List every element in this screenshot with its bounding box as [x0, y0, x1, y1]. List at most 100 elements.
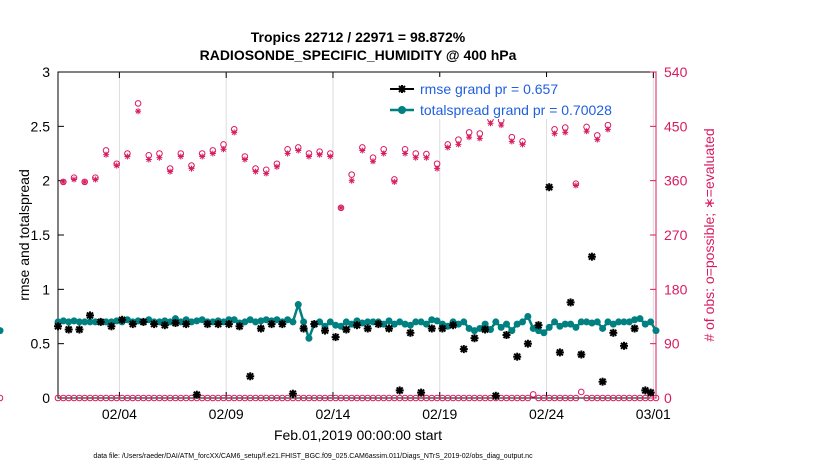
- rmse-point: [449, 321, 458, 330]
- x-tick-label: 02/24: [529, 406, 564, 422]
- totalspread-point: [65, 318, 73, 326]
- totalspread-point: [241, 318, 249, 326]
- totalspread-point: [81, 318, 89, 326]
- obs-evaluated-point: [60, 178, 67, 185]
- y2-axis-label: # of obs: o=possible; ∗=evaluated: [701, 128, 717, 341]
- chart-title: Tropics 22712 / 22971 = 98.872%: [251, 29, 466, 45]
- rmse-point: [587, 252, 596, 261]
- rmse-point: [545, 183, 554, 192]
- obs-evaluated-point: [562, 129, 569, 136]
- obs-evaluated-point: [156, 154, 163, 161]
- obs-evaluated-point: [359, 147, 366, 154]
- obs-evaluated-point: [487, 120, 494, 127]
- totalspread-point: [625, 318, 633, 326]
- obs-evaluated-point: [348, 177, 355, 184]
- totalspread-point: [246, 316, 254, 324]
- totalspread-point: [577, 318, 585, 326]
- obs-bottom-point: [529, 391, 537, 398]
- totalspread-point: [551, 318, 559, 326]
- legend-spread-label: totalspread grand pr = 0.70028: [420, 102, 612, 118]
- obs-evaluated-point: [231, 129, 238, 136]
- totalspread-point: [252, 318, 260, 326]
- totalspread-point: [412, 318, 420, 326]
- obs-evaluated-point: [263, 170, 270, 177]
- rmse-point: [96, 317, 105, 326]
- rmse-point: [75, 325, 84, 334]
- obs-evaluated-point: [402, 150, 409, 157]
- totalspread-point: [123, 316, 131, 324]
- y-tick-label: 0: [42, 390, 50, 406]
- rmse-point: [128, 320, 137, 329]
- y2-tick-label: 360: [664, 173, 688, 189]
- obs-bottom-point: [577, 388, 585, 396]
- obs-evaluated-point: [124, 153, 131, 160]
- totalspread-point: [620, 318, 628, 326]
- y2-tick-label: 450: [664, 118, 688, 134]
- totalspread-point: [486, 326, 494, 334]
- obs-evaluated-point: [316, 151, 323, 158]
- y-tick-label: 2: [42, 173, 50, 189]
- rmse-point: [139, 317, 148, 326]
- totalspread-point: [561, 320, 569, 328]
- rmse-point: [491, 391, 500, 400]
- obs-bottom-point: [524, 394, 532, 402]
- obs-evaluated-point: [113, 162, 120, 169]
- obs-evaluated-point: [604, 126, 611, 133]
- obs-evaluated-point: [412, 154, 419, 161]
- totalspread-point: [326, 318, 334, 326]
- x-tick-label: 02/09: [209, 406, 244, 422]
- obs-evaluated-point: [423, 154, 430, 161]
- totalspread-point: [583, 318, 591, 326]
- totalspread-point: [75, 318, 83, 326]
- rmse-point: [406, 328, 415, 337]
- rmse-point: [64, 325, 73, 334]
- obs-evaluated-point: [338, 204, 344, 211]
- totalspread-point: [492, 318, 500, 326]
- totalspread-point: [86, 318, 94, 326]
- x-axis-label: Feb.01,2019 00:00:00 start: [274, 427, 442, 443]
- totalspread-point: [0, 327, 4, 335]
- rmse-point: [353, 321, 361, 330]
- totalspread-point: [422, 320, 430, 328]
- rmse-point: [555, 348, 564, 357]
- rmse-point: [214, 320, 223, 329]
- y-tick-label: 0.5: [31, 336, 51, 352]
- obs-evaluated-point: [476, 135, 483, 142]
- totalspread-point: [508, 327, 516, 335]
- totalspread-point: [257, 317, 265, 325]
- rmse-point: [513, 352, 522, 361]
- obs-evaluated-point: [145, 156, 152, 163]
- rmse-point: [278, 320, 287, 329]
- rmse-point: [331, 333, 340, 342]
- rmse-point: [86, 311, 94, 320]
- totalspread-point: [305, 334, 313, 342]
- obs-evaluated-point: [466, 134, 473, 141]
- rmse-point: [288, 389, 297, 398]
- rmse-point: [235, 322, 244, 331]
- rmse-point: [459, 345, 468, 354]
- obs-evaluated-point: [177, 153, 184, 160]
- obs-bottom-point: [652, 394, 660, 402]
- totalspread-point: [556, 322, 564, 330]
- rmse-point: [160, 321, 169, 330]
- obs-evaluated-point: [209, 150, 216, 157]
- totalspread-point: [193, 317, 201, 325]
- totalspread-point: [289, 318, 297, 326]
- rmse-point: [438, 324, 447, 333]
- y2-tick-label: 540: [664, 64, 688, 80]
- totalspread-point: [337, 322, 345, 330]
- totalspread-point: [380, 320, 388, 328]
- rmse-point: [246, 372, 255, 381]
- obs-evaluated-point: [220, 146, 227, 153]
- totalspread-point: [545, 323, 553, 331]
- rmse-point: [299, 324, 308, 333]
- totalspread-point: [390, 320, 398, 328]
- x-tick-label: 02/19: [422, 406, 457, 422]
- obs-evaluated-point: [380, 150, 387, 157]
- totalspread-point: [428, 316, 436, 324]
- obs-evaluated-point: [284, 150, 291, 157]
- totalspread-point: [91, 318, 99, 326]
- totalspread-point: [631, 316, 639, 324]
- totalspread-point: [497, 323, 505, 331]
- totalspread-point: [540, 329, 548, 337]
